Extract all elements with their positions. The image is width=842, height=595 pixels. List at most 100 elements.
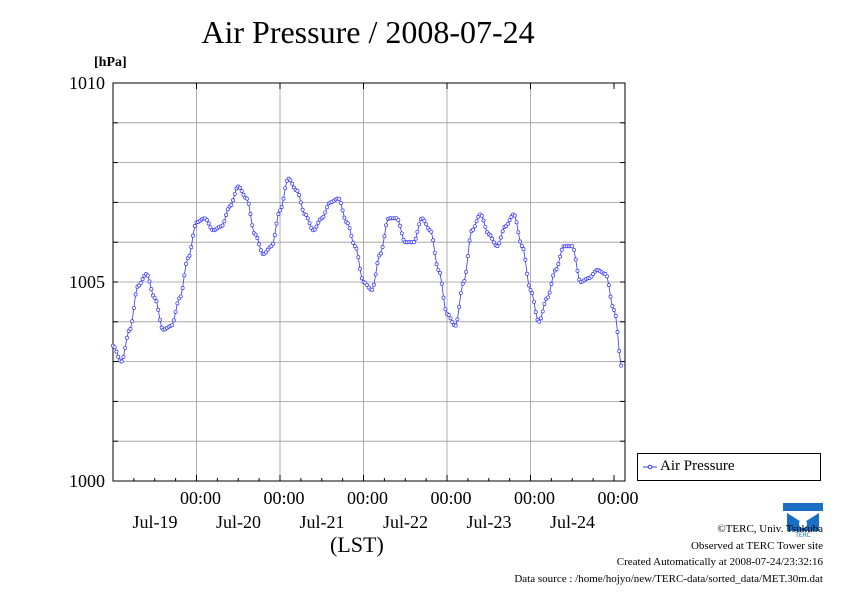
data-point	[272, 233, 277, 238]
data-point	[204, 218, 209, 223]
data-point	[305, 216, 310, 221]
data-point	[281, 196, 286, 201]
data-point	[370, 287, 375, 292]
data-point	[448, 316, 453, 321]
data-point	[457, 304, 462, 309]
legend-point	[647, 464, 653, 470]
data-point	[121, 354, 126, 359]
credit-observed: Observed at TERC Tower site	[690, 540, 823, 552]
data-point	[570, 244, 575, 249]
data-point	[558, 254, 563, 259]
data-point	[528, 288, 533, 292]
data-point	[479, 213, 484, 218]
data-point	[124, 335, 129, 340]
data-point	[465, 254, 470, 259]
data-point	[525, 271, 529, 276]
data-point	[312, 227, 317, 232]
y-tick-label: 1000	[69, 471, 105, 491]
x-tick-date-label: Jul-23	[467, 512, 512, 532]
data-point	[521, 247, 526, 252]
data-point	[497, 241, 502, 246]
x-tick-time-label: 00:00	[263, 488, 304, 508]
data-point	[526, 283, 531, 288]
data-point	[399, 231, 404, 236]
data-point	[149, 287, 154, 292]
legend	[637, 453, 821, 481]
data-point	[189, 245, 194, 250]
data-point	[222, 219, 227, 224]
data-point	[170, 323, 175, 328]
data-point	[545, 295, 550, 300]
data-point	[187, 253, 192, 258]
data-point	[133, 292, 138, 297]
data-point	[131, 305, 136, 310]
data-point	[450, 320, 455, 325]
data-point	[229, 203, 234, 207]
x-tick-time-label: 00:00	[597, 488, 638, 508]
logo-shape	[787, 513, 819, 531]
data-point	[518, 239, 523, 244]
data-point	[472, 224, 477, 229]
chart-title: Air Pressure / 2008-07-24	[201, 14, 535, 50]
data-point	[512, 213, 517, 218]
data-point	[290, 181, 295, 186]
x-tick-date-label: Jul-22	[383, 512, 428, 532]
data-point	[291, 185, 296, 190]
data-point	[314, 224, 319, 229]
data-point	[220, 223, 225, 228]
data-point	[514, 220, 519, 225]
data-point	[471, 227, 476, 232]
data-point	[345, 221, 350, 226]
data-point	[338, 201, 343, 206]
data-point	[436, 267, 441, 272]
data-point	[396, 217, 401, 222]
credit-created: Created Automatically at 2008-07-24/23:3…	[616, 556, 823, 568]
data-point	[225, 207, 230, 212]
data-point	[140, 277, 145, 282]
data-point	[474, 219, 479, 224]
data-point	[538, 316, 543, 321]
data-point	[359, 276, 364, 281]
x-tick-time-label: 00:00	[347, 488, 388, 508]
data-point	[224, 213, 229, 217]
y-tick-label: 1010	[69, 73, 105, 93]
series-line	[112, 178, 622, 366]
data-point	[523, 257, 528, 262]
data-point	[158, 317, 162, 322]
x-tick-time-label: 00:00	[430, 488, 471, 508]
data-point	[244, 196, 249, 201]
data-point	[239, 188, 244, 193]
data-point	[116, 354, 121, 359]
data-point	[138, 281, 143, 285]
data-point	[307, 221, 312, 226]
data-point	[371, 282, 376, 287]
data-point	[519, 244, 524, 248]
data-point	[154, 299, 159, 304]
data-point	[441, 295, 446, 300]
data-point	[152, 295, 157, 300]
data-point	[612, 307, 616, 312]
data-point	[358, 266, 362, 271]
legend-label: Air Pressure	[660, 458, 735, 474]
data-point	[500, 229, 505, 234]
data-point	[613, 314, 618, 318]
data-point	[298, 200, 303, 205]
data-point	[119, 359, 124, 364]
data-point	[507, 218, 512, 223]
credit-copyright: ©TERC, Univ. Tsukuba	[717, 523, 823, 535]
data-point	[422, 218, 427, 223]
data-point	[439, 281, 444, 286]
data-point	[617, 349, 622, 354]
data-point	[537, 319, 542, 324]
data-point	[556, 262, 561, 267]
data-point	[373, 272, 378, 277]
data-point	[173, 309, 178, 314]
data-point	[429, 229, 434, 234]
data-point	[619, 363, 623, 368]
data-point	[351, 240, 356, 245]
logo-band	[783, 503, 823, 511]
logo-text: TERC	[794, 532, 811, 539]
x-tick-time-label: 00:00	[180, 488, 221, 508]
data-point	[460, 281, 465, 286]
